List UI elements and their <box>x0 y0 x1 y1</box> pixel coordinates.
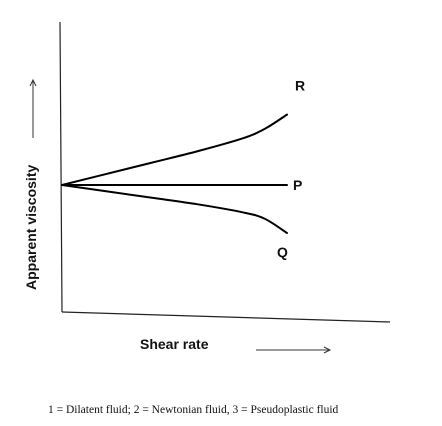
curves-group <box>61 113 288 234</box>
x-axis <box>61 311 391 323</box>
curve-label-r: R <box>295 78 305 94</box>
figure-caption: 1 = Dilatent fluid; 2 = Newtonian fluid,… <box>48 404 339 416</box>
curve-labels-group: R P Q <box>277 78 305 260</box>
y-axis-title: Apparent viscosity <box>23 165 39 290</box>
x-axis-arrow <box>256 346 332 354</box>
y-axis-arrow <box>29 78 37 138</box>
curve-q <box>61 184 288 234</box>
y-axis <box>59 21 63 313</box>
curve-r <box>61 113 288 186</box>
curve-label-p: P <box>293 177 302 193</box>
x-axis-title: Shear rate <box>140 336 209 352</box>
curve-label-q: Q <box>277 244 288 260</box>
